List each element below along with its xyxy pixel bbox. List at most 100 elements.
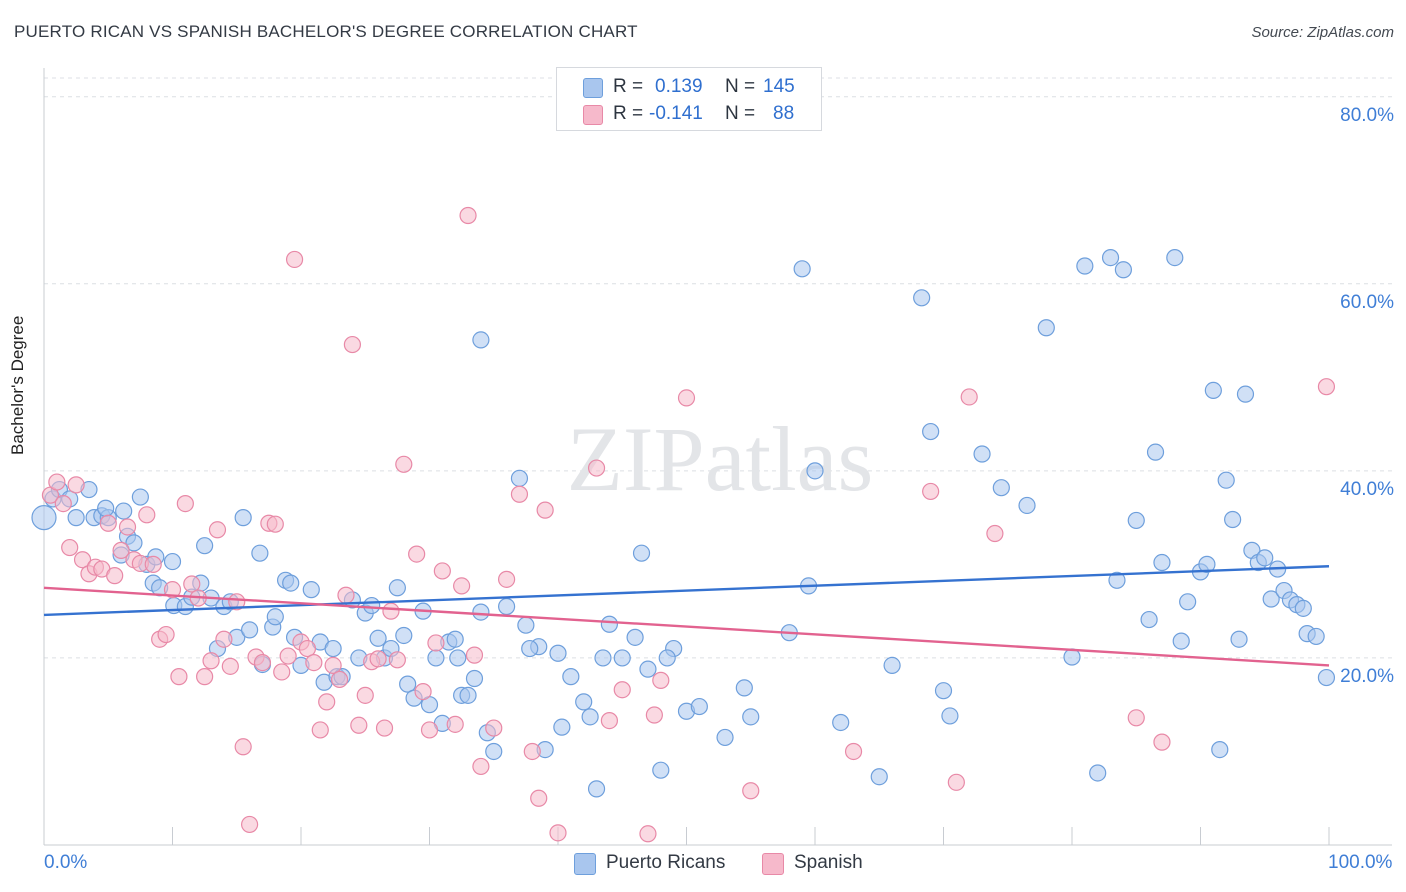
data-point bbox=[369, 650, 387, 668]
data-point bbox=[1211, 740, 1229, 759]
data-point bbox=[677, 389, 696, 407]
data-point bbox=[375, 719, 394, 737]
stats-legend: R = 0.139 N = 145 R = -0.141 N = 88 bbox=[556, 67, 822, 131]
data-point bbox=[465, 646, 484, 664]
chart-title: PUERTO RICAN VS SPANISH BACHELOR'S DEGRE… bbox=[14, 22, 638, 41]
data-point bbox=[54, 494, 72, 513]
data-point bbox=[399, 675, 417, 693]
y-axis-label: Bachelor's Degree bbox=[8, 315, 27, 455]
data-point bbox=[626, 628, 644, 646]
data-point bbox=[587, 780, 606, 798]
data-point bbox=[433, 562, 451, 580]
trend-lines bbox=[43, 565, 1330, 667]
data-point bbox=[1294, 599, 1312, 617]
data-point bbox=[986, 524, 1004, 543]
data-point bbox=[330, 670, 349, 689]
data-point bbox=[363, 596, 381, 615]
data-point bbox=[144, 555, 162, 573]
data-point bbox=[215, 630, 233, 648]
axes bbox=[43, 68, 1392, 846]
data-point bbox=[553, 718, 571, 736]
data-point bbox=[645, 706, 663, 724]
data-point bbox=[1217, 471, 1235, 489]
data-point bbox=[183, 575, 201, 593]
data-point bbox=[1146, 443, 1165, 461]
data-point bbox=[1172, 632, 1190, 650]
data-point bbox=[639, 825, 657, 843]
data-point bbox=[913, 289, 931, 307]
data-point bbox=[382, 602, 400, 620]
data-point bbox=[343, 335, 361, 354]
data-point bbox=[176, 494, 194, 513]
n-value: 145 bbox=[763, 76, 795, 97]
trend-line-puerto-ricans bbox=[43, 565, 1330, 617]
data-point bbox=[922, 482, 940, 501]
data-point bbox=[613, 681, 631, 699]
data-point bbox=[234, 509, 252, 527]
data-point bbox=[459, 686, 477, 704]
data-point bbox=[1089, 764, 1107, 782]
data-point bbox=[138, 506, 156, 524]
data-point bbox=[742, 708, 760, 726]
data-point bbox=[960, 388, 978, 406]
data-point bbox=[1127, 709, 1145, 727]
n-label: N = bbox=[725, 76, 756, 97]
data-point bbox=[485, 742, 503, 761]
data-point bbox=[99, 514, 117, 532]
data-point bbox=[1262, 590, 1280, 608]
data-point bbox=[1140, 610, 1158, 629]
data-point bbox=[273, 663, 291, 681]
data-point bbox=[1204, 381, 1222, 400]
data-point bbox=[465, 669, 484, 688]
data-point bbox=[549, 644, 567, 662]
data-point bbox=[472, 757, 490, 776]
data-point bbox=[253, 654, 272, 672]
data-point bbox=[1307, 627, 1325, 646]
data-point bbox=[61, 538, 79, 557]
data-point bbox=[298, 639, 317, 658]
y-tick-label: 80.0% bbox=[1340, 104, 1394, 126]
data-point bbox=[652, 671, 670, 689]
data-point bbox=[408, 545, 426, 563]
r-value: -0.141 bbox=[649, 103, 703, 124]
data-point bbox=[324, 656, 342, 675]
data-point bbox=[1179, 593, 1197, 611]
data-point bbox=[883, 656, 901, 675]
data-point bbox=[594, 649, 612, 667]
data-point bbox=[1236, 385, 1255, 403]
data-point bbox=[1166, 248, 1184, 267]
data-point bbox=[934, 682, 953, 700]
data-point bbox=[414, 682, 432, 701]
n-value: 88 bbox=[773, 103, 795, 124]
data-point bbox=[992, 479, 1010, 497]
data-point bbox=[1153, 553, 1171, 572]
data-point bbox=[639, 660, 657, 678]
data-point bbox=[1317, 378, 1336, 396]
data-point bbox=[947, 773, 965, 791]
data-point bbox=[1037, 319, 1055, 337]
data-point bbox=[472, 603, 490, 621]
r-value: 0.139 bbox=[655, 76, 703, 97]
data-point bbox=[125, 534, 143, 552]
data-point bbox=[1127, 511, 1145, 530]
spanish-points bbox=[41, 206, 1336, 843]
data-point bbox=[1256, 549, 1274, 567]
x-tick-max: 100.0% bbox=[1328, 852, 1393, 873]
data-point bbox=[31, 505, 57, 531]
data-point bbox=[163, 581, 182, 599]
legend-swatch-blue bbox=[574, 853, 596, 875]
data-point bbox=[498, 597, 516, 616]
data-point bbox=[112, 541, 130, 559]
data-point bbox=[449, 649, 467, 667]
data-point bbox=[311, 721, 329, 739]
data-point bbox=[241, 815, 259, 834]
puerto-rican-points bbox=[31, 248, 1336, 798]
data-point bbox=[369, 629, 387, 647]
data-point bbox=[202, 652, 220, 670]
data-point bbox=[600, 711, 619, 730]
data-point bbox=[285, 250, 304, 269]
data-point bbox=[97, 499, 115, 517]
data-point bbox=[1101, 248, 1120, 267]
data-point bbox=[67, 509, 85, 527]
trend-line-spanish bbox=[43, 586, 1330, 667]
